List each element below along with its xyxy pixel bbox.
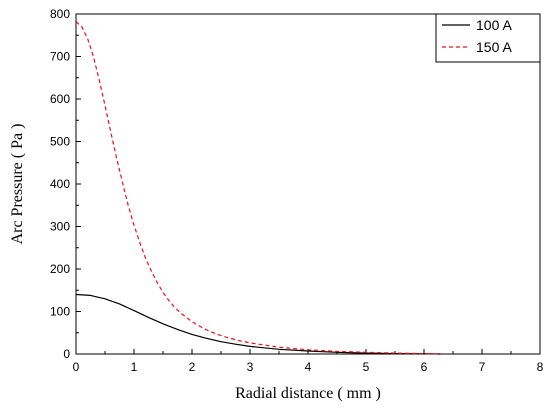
y-tick-label: 800 xyxy=(50,7,70,21)
legend: 100 A 150 A xyxy=(435,13,541,63)
legend-box xyxy=(435,13,541,63)
y-axis: 0 100 200 300 400 500 600 700 800 xyxy=(50,7,81,361)
x-axis-title: Radial distance ( mm ) xyxy=(235,385,381,402)
y-tick-label: 400 xyxy=(50,177,70,191)
x-tick-label: 1 xyxy=(131,360,138,374)
y-tick-label: 600 xyxy=(50,92,70,106)
series-line-100a xyxy=(75,293,442,355)
x-tick-label: 5 xyxy=(363,360,370,374)
legend-label-100a: 100 A xyxy=(476,17,512,33)
x-axis: 0 1 2 3 4 5 6 7 8 xyxy=(73,349,544,374)
x-tick-label: 0 xyxy=(73,360,80,374)
plot-frame xyxy=(75,13,541,355)
series-line-150a xyxy=(75,21,442,355)
x-tick-label: 3 xyxy=(247,360,254,374)
y-axis-title: Arc Pressure ( Pa ) xyxy=(9,124,26,245)
x-tick-label: 8 xyxy=(537,360,544,374)
x-tick-label: 2 xyxy=(189,360,196,374)
y-tick-label: 500 xyxy=(50,135,70,149)
x-tick-label: 7 xyxy=(479,360,486,374)
y-tick-label: 300 xyxy=(50,220,70,234)
y-tick-label: 700 xyxy=(50,50,70,64)
y-tick-label: 0 xyxy=(63,347,70,361)
legend-label-150a: 150 A xyxy=(476,39,512,55)
y-tick-label: 200 xyxy=(50,262,70,276)
series-layer xyxy=(75,21,442,355)
x-tick-label: 4 xyxy=(305,360,312,374)
y-tick-label: 100 xyxy=(50,305,70,319)
x-tick-label: 6 xyxy=(421,360,428,374)
